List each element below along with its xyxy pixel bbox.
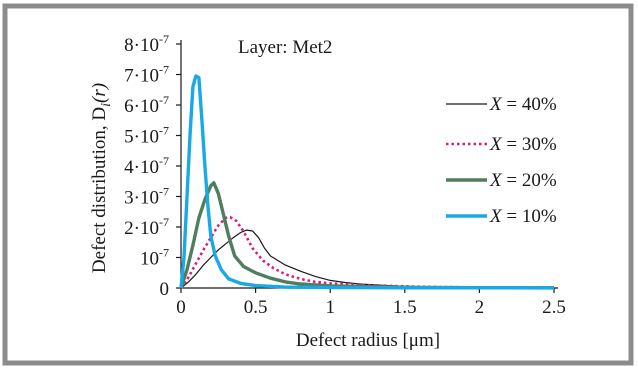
legend: X = 40% X = 30% X = 20% X = 10% <box>446 94 557 227</box>
x-axis-title: Defect radius [μm] <box>296 330 440 351</box>
x-tick-label: 2 <box>475 297 485 318</box>
y-tick-label: 5·10-7 <box>124 124 169 148</box>
y-tick-label: 4·10-7 <box>124 154 169 178</box>
x-axis-ticks: 0 0.5 1 1.5 2 2.5 <box>176 288 566 318</box>
legend-label: X = 20% <box>489 170 557 191</box>
plot-series <box>179 74 555 290</box>
y-tick-label: 0 <box>160 279 170 300</box>
y-axis-title-main: Defect distribution, D <box>89 107 110 273</box>
x-tick-label: 1.5 <box>393 297 417 318</box>
x-tick-label: 2.5 <box>542 297 566 318</box>
layer-annotation: Layer: Met2 <box>238 37 332 58</box>
x-tick-label: 0.5 <box>244 297 268 318</box>
y-tick-label: 3·10-7 <box>124 185 169 209</box>
y-tick-label: 10-7 <box>140 246 169 270</box>
series-line-10pct <box>179 74 555 290</box>
y-axis-title-subscript: i <box>99 103 114 107</box>
y-tick-label: 6·10-7 <box>124 93 169 117</box>
x-tick-label: 1 <box>325 297 335 318</box>
legend-label: X = 10% <box>489 206 557 227</box>
y-axis-title-argument: (r) <box>89 83 110 103</box>
figure-frame <box>2 3 634 366</box>
y-axis-title: Defect distribution, Di(r) <box>89 83 114 273</box>
y-axis-ticks: 0 10-7 2·10-7 3·10-7 4·10-7 5·10-7 6·10-7 7·10-… <box>124 32 181 300</box>
legend-label: X = 30% <box>489 134 557 155</box>
x-tick-label: 0 <box>176 297 186 318</box>
y-tick-label: 7·10-7 <box>124 63 169 87</box>
y-tick-label: 2·10-7 <box>124 215 169 239</box>
legend-label: X = 40% <box>489 94 557 115</box>
y-tick-label: 8·10-7 <box>124 32 169 56</box>
